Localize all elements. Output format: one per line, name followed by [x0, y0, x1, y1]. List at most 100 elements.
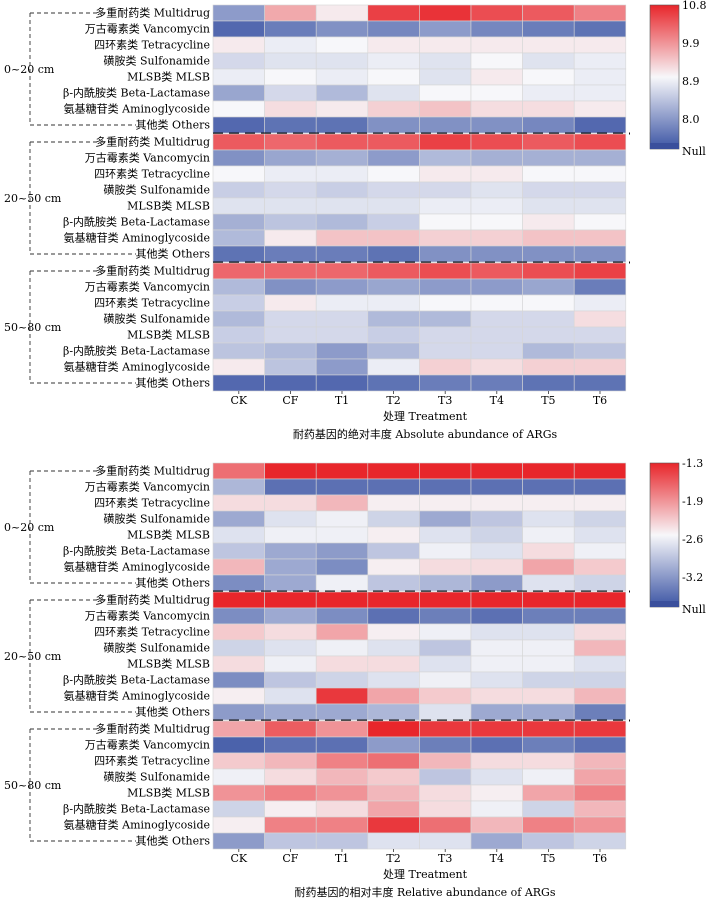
heatmap-cell	[470, 100, 523, 118]
heatmap-cell	[212, 229, 265, 247]
heatmap-cell	[212, 342, 265, 360]
heatmap-cell	[522, 374, 575, 392]
heatmap-cell	[315, 278, 369, 296]
row-label: 氨基糖苷类 Aminoglycoside	[64, 560, 210, 574]
heatmap-cell	[470, 278, 523, 296]
heatmap-cell	[470, 4, 523, 22]
heatmap-cell	[264, 478, 317, 496]
heatmap-cell	[522, 181, 575, 199]
heatmap-cell	[522, 768, 575, 786]
heatmap-cell	[315, 623, 369, 641]
row-label: β-内酰胺类 Beta-Lactamase	[63, 215, 210, 229]
heatmap-cell	[212, 687, 265, 705]
heatmap-cell	[419, 687, 472, 705]
heatmap-cell	[367, 36, 420, 54]
heatmap-cell	[573, 703, 627, 721]
heatmap-cell	[573, 655, 627, 673]
x-axis-label: 处理 Treatment	[383, 410, 468, 423]
heatmap-cell	[573, 294, 627, 312]
heatmap-cell	[419, 784, 472, 802]
heatmap-cell	[573, 574, 627, 592]
heatmap-cell	[315, 358, 369, 376]
heatmap-cell	[470, 542, 523, 560]
heatmap-cell	[315, 116, 369, 134]
heatmap-cell	[212, 591, 265, 609]
heatmap-cell	[573, 342, 627, 360]
heatmap-cell	[264, 52, 317, 70]
heatmap-cell	[522, 526, 575, 544]
heatmap-cell	[212, 100, 265, 118]
colorbar-tick-label: 9.9	[682, 37, 700, 50]
heatmap-cell	[367, 720, 420, 738]
colorbar-tick-label: 8.9	[682, 75, 700, 88]
heatmap-cell	[264, 165, 317, 183]
heatmap-cell	[264, 310, 317, 328]
heatmap-cell	[419, 262, 472, 280]
heatmap-cell	[419, 816, 472, 834]
x-tick-label: T4	[490, 394, 504, 407]
heatmap-cell	[470, 687, 523, 705]
heatmap-cell	[264, 133, 317, 151]
heatmap-cell	[264, 816, 317, 834]
row-label: 四环素类 Tetracycline	[94, 167, 210, 181]
heatmap-cell	[212, 462, 265, 480]
heatmap-cell	[419, 768, 472, 786]
heatmap-cell	[367, 326, 420, 344]
heatmap-cell	[470, 133, 523, 151]
heatmap-cell	[367, 816, 420, 834]
heatmap-cell	[419, 558, 472, 576]
heatmap-cell	[573, 197, 627, 215]
heatmap-cell	[264, 607, 317, 625]
heatmap-cell	[573, 478, 627, 496]
heatmap-cell	[419, 623, 472, 641]
heatmap-cell	[264, 494, 317, 512]
heatmap-cell	[315, 784, 369, 802]
colorbar-null-label: Null	[682, 145, 706, 158]
heatmap-cell	[367, 374, 420, 392]
heatmap-cell	[470, 816, 523, 834]
heatmap-cell	[367, 165, 420, 183]
row-label: 氨基糖苷类 Aminoglycoside	[64, 689, 210, 703]
heatmap-cell	[419, 703, 472, 721]
heatmap-cell	[367, 116, 420, 134]
depth-label: 0~20 cm	[4, 521, 55, 534]
heatmap-cell	[367, 526, 420, 544]
heatmap-cell	[419, 510, 472, 528]
heatmap-cell	[315, 262, 369, 280]
heatmap-cell	[522, 816, 575, 834]
heatmap-cell	[212, 816, 265, 834]
colorbar-null-label: Null	[682, 603, 706, 616]
heatmap-cell	[470, 229, 523, 247]
heatmap-cell	[264, 326, 317, 344]
heatmap-cell	[419, 20, 472, 38]
row-label: β-内酰胺类 Beta-Lactamase	[63, 544, 210, 558]
heatmap-cell	[264, 784, 317, 802]
x-tick-label: CK	[230, 852, 247, 865]
heatmap-cell	[212, 784, 265, 802]
row-label: 万古霉素类 Vancomycin	[85, 151, 210, 165]
heatmap-cell	[419, 374, 472, 392]
heatmap-cell	[470, 462, 523, 480]
x-tick-label: T4	[490, 852, 504, 865]
heatmap-cell	[315, 229, 369, 247]
heatmap-cell	[522, 784, 575, 802]
heatmap-cell	[212, 542, 265, 560]
heatmap-cell	[315, 4, 369, 22]
heatmap-cell	[522, 478, 575, 496]
heatmap-cell	[264, 197, 317, 215]
heatmap-cell	[522, 494, 575, 512]
heatmap-cell	[367, 262, 420, 280]
heatmap-cell	[212, 639, 265, 657]
depth-label: 50~80 cm	[4, 779, 62, 792]
heatmap-cell	[212, 20, 265, 38]
heatmap-cell	[212, 52, 265, 70]
depth-label: 20~50 cm	[4, 650, 62, 663]
heatmap-cell	[573, 116, 627, 134]
x-tick-label: T5	[541, 852, 555, 865]
heatmap-cell	[212, 116, 265, 134]
heatmap-cell	[419, 574, 472, 592]
heatmap-cell	[315, 165, 369, 183]
heatmap-cell	[264, 671, 317, 689]
heatmap-cell	[573, 278, 627, 296]
x-axis-label: 处理 Treatment	[383, 868, 468, 881]
